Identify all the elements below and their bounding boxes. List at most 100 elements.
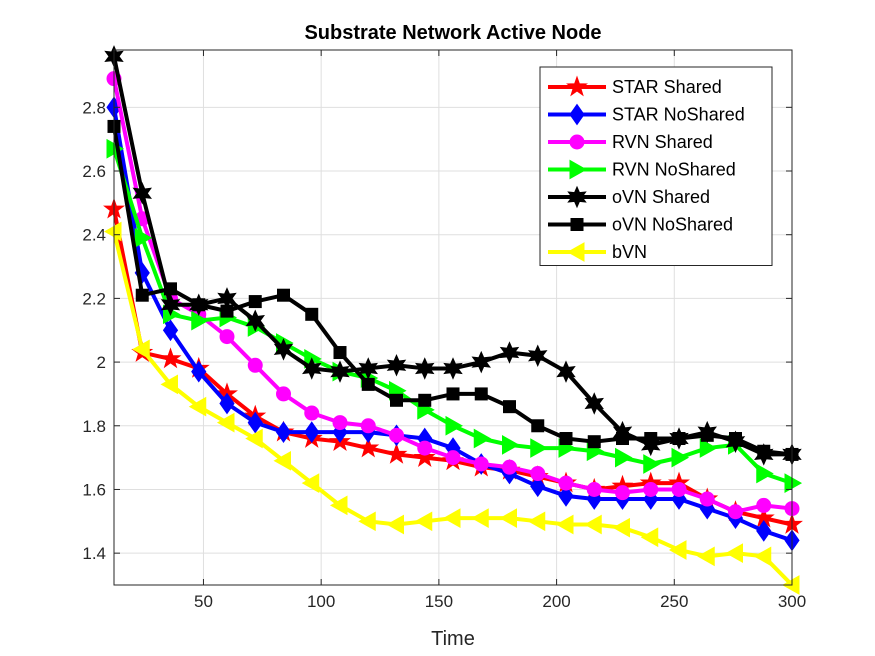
data-point (417, 440, 433, 456)
data-point (502, 459, 517, 475)
data-point (697, 546, 715, 567)
data-point (555, 514, 574, 535)
data-point (247, 411, 263, 434)
data-point (471, 508, 489, 528)
legend-label: oVN Shared (612, 187, 710, 207)
data-point (219, 329, 235, 345)
legend-label: RVN Shared (612, 132, 713, 152)
data-point (445, 415, 464, 436)
data-point (191, 310, 209, 331)
data-point (530, 475, 546, 498)
y-tick-label: 2 (97, 353, 106, 372)
data-point (220, 304, 234, 318)
series-rvn-shared (106, 71, 800, 520)
data-point (530, 438, 548, 458)
data-point (699, 438, 718, 458)
data-point (273, 450, 291, 471)
data-point (671, 447, 690, 468)
data-point (784, 473, 803, 493)
data-point (330, 360, 350, 383)
data-point (245, 428, 263, 449)
legend-marker (566, 75, 588, 97)
data-point (502, 435, 520, 455)
data-point (385, 442, 408, 464)
data-point (586, 481, 602, 497)
series-ovn-noshared (107, 119, 799, 461)
data-point (132, 182, 152, 205)
data-point (413, 446, 436, 467)
data-point (615, 485, 630, 501)
data-point (471, 350, 491, 374)
data-point (245, 309, 265, 332)
data-point (643, 454, 661, 474)
data-point (474, 387, 488, 401)
legend-entry: bVN (548, 242, 647, 262)
data-point (756, 463, 774, 484)
data-point (473, 428, 492, 449)
legend-marker (566, 242, 585, 262)
data-point (442, 508, 461, 528)
data-point (556, 360, 576, 383)
series-line (112, 231, 794, 587)
x-tick-label: 100 (307, 592, 335, 611)
legend-label: STAR NoShared (612, 105, 745, 125)
data-point (418, 393, 432, 407)
data-point (446, 387, 460, 401)
plot-area-border (113, 49, 793, 586)
data-point (612, 517, 630, 538)
data-point (756, 519, 772, 542)
data-point (304, 405, 320, 421)
data-point (699, 491, 715, 507)
data-point (361, 377, 375, 391)
data-point (699, 497, 715, 520)
data-point (499, 341, 520, 364)
data-point (135, 288, 149, 302)
legend-marker (569, 159, 588, 180)
data-point (358, 511, 376, 532)
data-point (725, 543, 743, 564)
legend-label: STAR Shared (612, 77, 722, 97)
data-point (275, 421, 292, 444)
legend-entry: oVN Shared (548, 185, 710, 209)
data-point (671, 481, 687, 497)
legend-marker (569, 134, 585, 150)
legend-entry: oVN NoShared (548, 215, 733, 235)
data-point (584, 514, 602, 535)
y-tick-label: 2.8 (82, 98, 106, 117)
series-bvn (103, 221, 800, 595)
y-tick-label: 2.4 (82, 226, 106, 245)
data-point (159, 347, 182, 369)
data-point (587, 435, 601, 449)
x-tick-label: 250 (660, 592, 688, 611)
data-point (332, 415, 348, 431)
y-tick-label: 1.6 (82, 480, 106, 499)
y-tick-label: 1.4 (82, 544, 106, 563)
data-point (248, 295, 262, 309)
data-point (301, 473, 320, 493)
data-point (643, 481, 659, 497)
data-point (216, 412, 235, 433)
data-point (276, 386, 291, 402)
data-point (273, 338, 294, 361)
data-point (191, 360, 207, 383)
data-point (389, 427, 404, 443)
x-tick-label: 50 (194, 592, 213, 611)
legend-entry: RVN Shared (548, 132, 713, 152)
data-point (164, 282, 177, 296)
y-tick-label: 2.2 (82, 289, 106, 308)
series-layer (103, 45, 803, 595)
data-point (584, 392, 604, 415)
data-point (162, 319, 179, 342)
data-point (757, 444, 771, 458)
data-point (132, 339, 150, 360)
y-tick-label: 1.8 (82, 417, 106, 436)
y-tick-label: 2.6 (82, 162, 106, 181)
legend-entry: STAR NoShared (548, 103, 745, 126)
data-point (473, 456, 489, 472)
data-point (668, 540, 687, 560)
data-point (160, 293, 181, 316)
x-tick-label: 150 (425, 592, 453, 611)
data-point (360, 418, 376, 434)
data-point (415, 357, 435, 380)
